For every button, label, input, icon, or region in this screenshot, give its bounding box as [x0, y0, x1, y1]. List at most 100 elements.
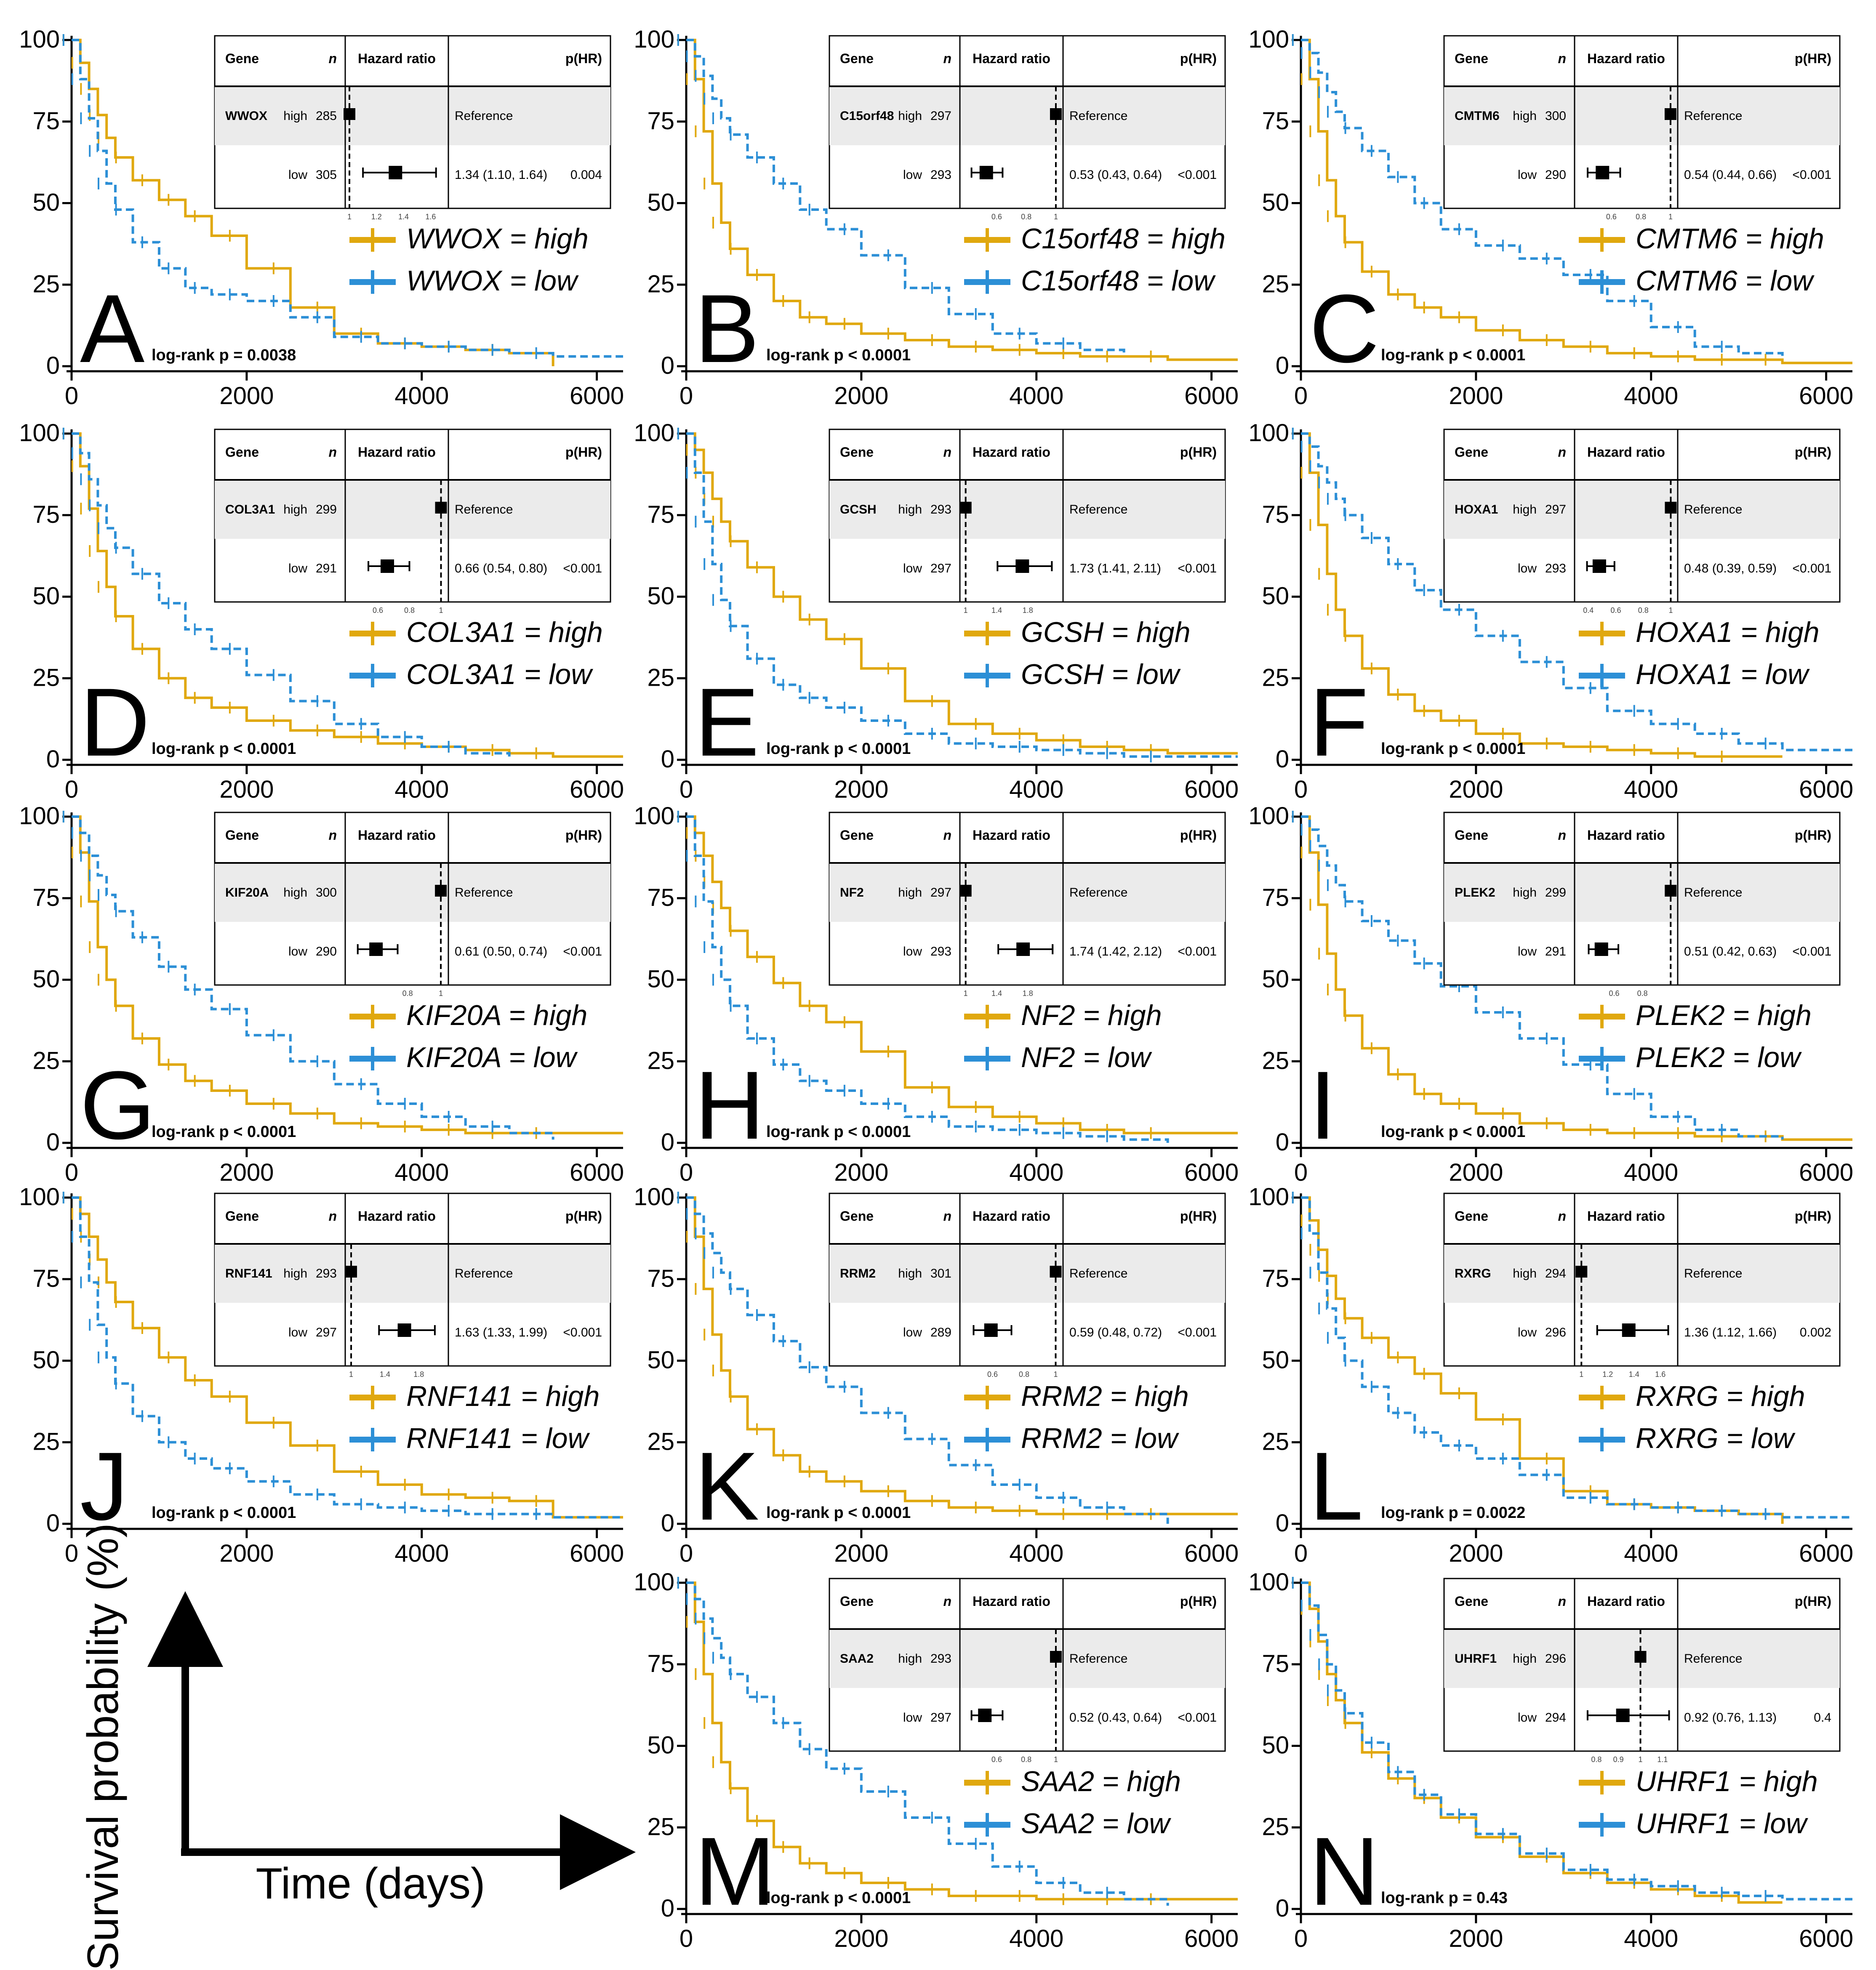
survival-curve-low [72, 432, 511, 757]
forest-low-label: low [1518, 1711, 1537, 1725]
forest-reference-row [829, 1629, 1225, 1688]
forest-tick-label: 0.6 [1609, 989, 1619, 998]
x-tick-label: 0 [1294, 776, 1308, 803]
forest-low-label: low [1518, 1326, 1537, 1339]
legend-label-low: KIF20A = low [406, 1041, 578, 1073]
y-tick-label: 25 [647, 1813, 674, 1840]
forest-high-label: high [283, 503, 307, 516]
forest-tick-label: 1.4 [991, 989, 1002, 998]
forest-header-gene: Gene [225, 51, 259, 66]
axis-hint: Survival probability (%) Time (days) [79, 1523, 636, 1970]
y-tick-label: 50 [32, 966, 60, 993]
forest-header-hr: Hazard ratio [973, 1594, 1050, 1609]
y-tick-label: 100 [634, 419, 674, 447]
forest-header-gene: Gene [840, 445, 874, 460]
forest-low-n: 293 [930, 168, 951, 182]
forest-tick-label: 1 [1579, 1370, 1583, 1379]
legend-label-low: WWOX = low [406, 265, 579, 297]
x-tick-label: 4000 [1624, 1925, 1678, 1952]
legend-label-high: KIF20A = high [406, 999, 587, 1031]
forest-tick-label: 1 [1054, 213, 1058, 221]
forest-tick-label: 1.8 [413, 1370, 424, 1379]
survival-curve-low [686, 1196, 1169, 1524]
x-tick-label: 4000 [394, 1540, 449, 1567]
legend-label-low: COL3A1 = low [406, 658, 593, 690]
survival-curve-low [686, 39, 1125, 353]
forest-tick-label: 1.4 [380, 1370, 390, 1379]
y-tick-label: 25 [647, 664, 674, 691]
forest-low-n: 290 [316, 945, 337, 958]
y-tick-label: 25 [1262, 664, 1289, 691]
forest-tick-label: 1 [964, 989, 968, 998]
survival-curve-high [686, 39, 1238, 361]
panel-letter: J [80, 1432, 128, 1540]
forest-reference-marker [435, 502, 447, 514]
y-tick-label: 0 [1276, 745, 1289, 773]
x-tick-label: 2000 [1449, 1540, 1503, 1567]
forest-plot: Gene n Hazard ratio p(HR) PLEK2 299 291 high low… [1443, 812, 1841, 998]
survival-curve-high [72, 39, 554, 366]
forest-header-gene: Gene [225, 445, 259, 460]
forest-reference-marker [1665, 502, 1677, 514]
y-tick-label: 75 [1262, 501, 1289, 528]
x-tick-label: 4000 [1009, 1159, 1063, 1186]
survival-curve-high [686, 1581, 1238, 1901]
km-panel-d: 0 25 50 75 100 0 2000 4000 6000 D log-rank p < 0.0… [19, 419, 624, 803]
forest-header-n: n [328, 1209, 337, 1224]
logrank-label: log-rank p < 0.0001 [766, 346, 911, 364]
forest-tick-label: 0.8 [1021, 1755, 1031, 1764]
x-tick-label: 0 [65, 382, 78, 410]
legend-label-high: RXRG = high [1636, 1380, 1805, 1412]
forest-high-label: high [1513, 886, 1537, 900]
km-panel-n: 0 25 50 75 100 0 2000 4000 6000 N log-rank p = 0.4… [1248, 1568, 1853, 1952]
forest-low-n: 297 [930, 1711, 951, 1725]
y-tick-label: 100 [19, 1183, 60, 1211]
forest-tick-label: 0.8 [1638, 606, 1649, 615]
panel-letter: I [1309, 1051, 1336, 1159]
forest-tick-label: 1 [347, 213, 352, 221]
x-tick-label: 2000 [219, 1540, 274, 1567]
forest-high-n: 297 [930, 109, 951, 123]
forest-low-label: low [903, 1326, 922, 1339]
forest-header-n: n [1558, 1209, 1566, 1224]
x-tick-label: 6000 [1799, 1925, 1853, 1952]
x-tick-label: 0 [680, 1159, 693, 1186]
forest-gene-name: KIF20A [225, 886, 269, 900]
forest-header-n: n [943, 828, 951, 843]
forest-reference-row [1444, 863, 1840, 922]
survival-curve-low [686, 1581, 1169, 1906]
forest-header-p: p(HR) [565, 445, 602, 460]
y-tick-label: 25 [647, 1428, 674, 1455]
logrank-label: log-rank p < 0.0001 [152, 1504, 296, 1522]
forest-hr-marker [1592, 559, 1606, 573]
forest-tick-label: 1.6 [425, 213, 436, 221]
forest-plot: Gene n Hazard ratio p(HR) C15orf48 297 293 high… [829, 35, 1226, 221]
x-tick-label: 6000 [1184, 776, 1239, 803]
forest-reference-text: Reference [455, 1267, 513, 1280]
y-tick-label: 75 [647, 1265, 674, 1292]
forest-hr-marker [1596, 166, 1610, 179]
forest-hr-marker [389, 166, 402, 179]
y-tick-label: 100 [634, 1568, 674, 1596]
forest-header-p: p(HR) [1180, 828, 1217, 843]
forest-hr-marker [978, 1709, 992, 1722]
x-tick-label: 0 [1294, 1159, 1308, 1186]
y-tick-label: 0 [1276, 1509, 1289, 1537]
x-tick-label: 6000 [1799, 776, 1853, 803]
forest-hr-text: 0.53 (0.43, 0.64) [1069, 168, 1162, 182]
forest-high-n: 293 [930, 1652, 951, 1666]
survival-curve-high [72, 815, 623, 1134]
legend-label-low: CMTM6 = low [1636, 265, 1815, 297]
y-tick-label: 75 [647, 1650, 674, 1677]
forest-header-hr: Hazard ratio [973, 1209, 1050, 1224]
forest-tick-label: 1 [1053, 1370, 1058, 1379]
panel-letter: C [1309, 274, 1379, 383]
legend-label-low: HOXA1 = low [1636, 658, 1810, 690]
forest-high-n: 293 [930, 503, 951, 516]
y-tick-label: 25 [1262, 1813, 1289, 1840]
survival-curve-low [686, 432, 1238, 758]
x-tick-label: 6000 [570, 1540, 624, 1567]
survival-curve-high [686, 1196, 1238, 1515]
legend-label-high: C15orf48 = high [1021, 223, 1226, 255]
forest-reference-marker [1665, 885, 1677, 897]
